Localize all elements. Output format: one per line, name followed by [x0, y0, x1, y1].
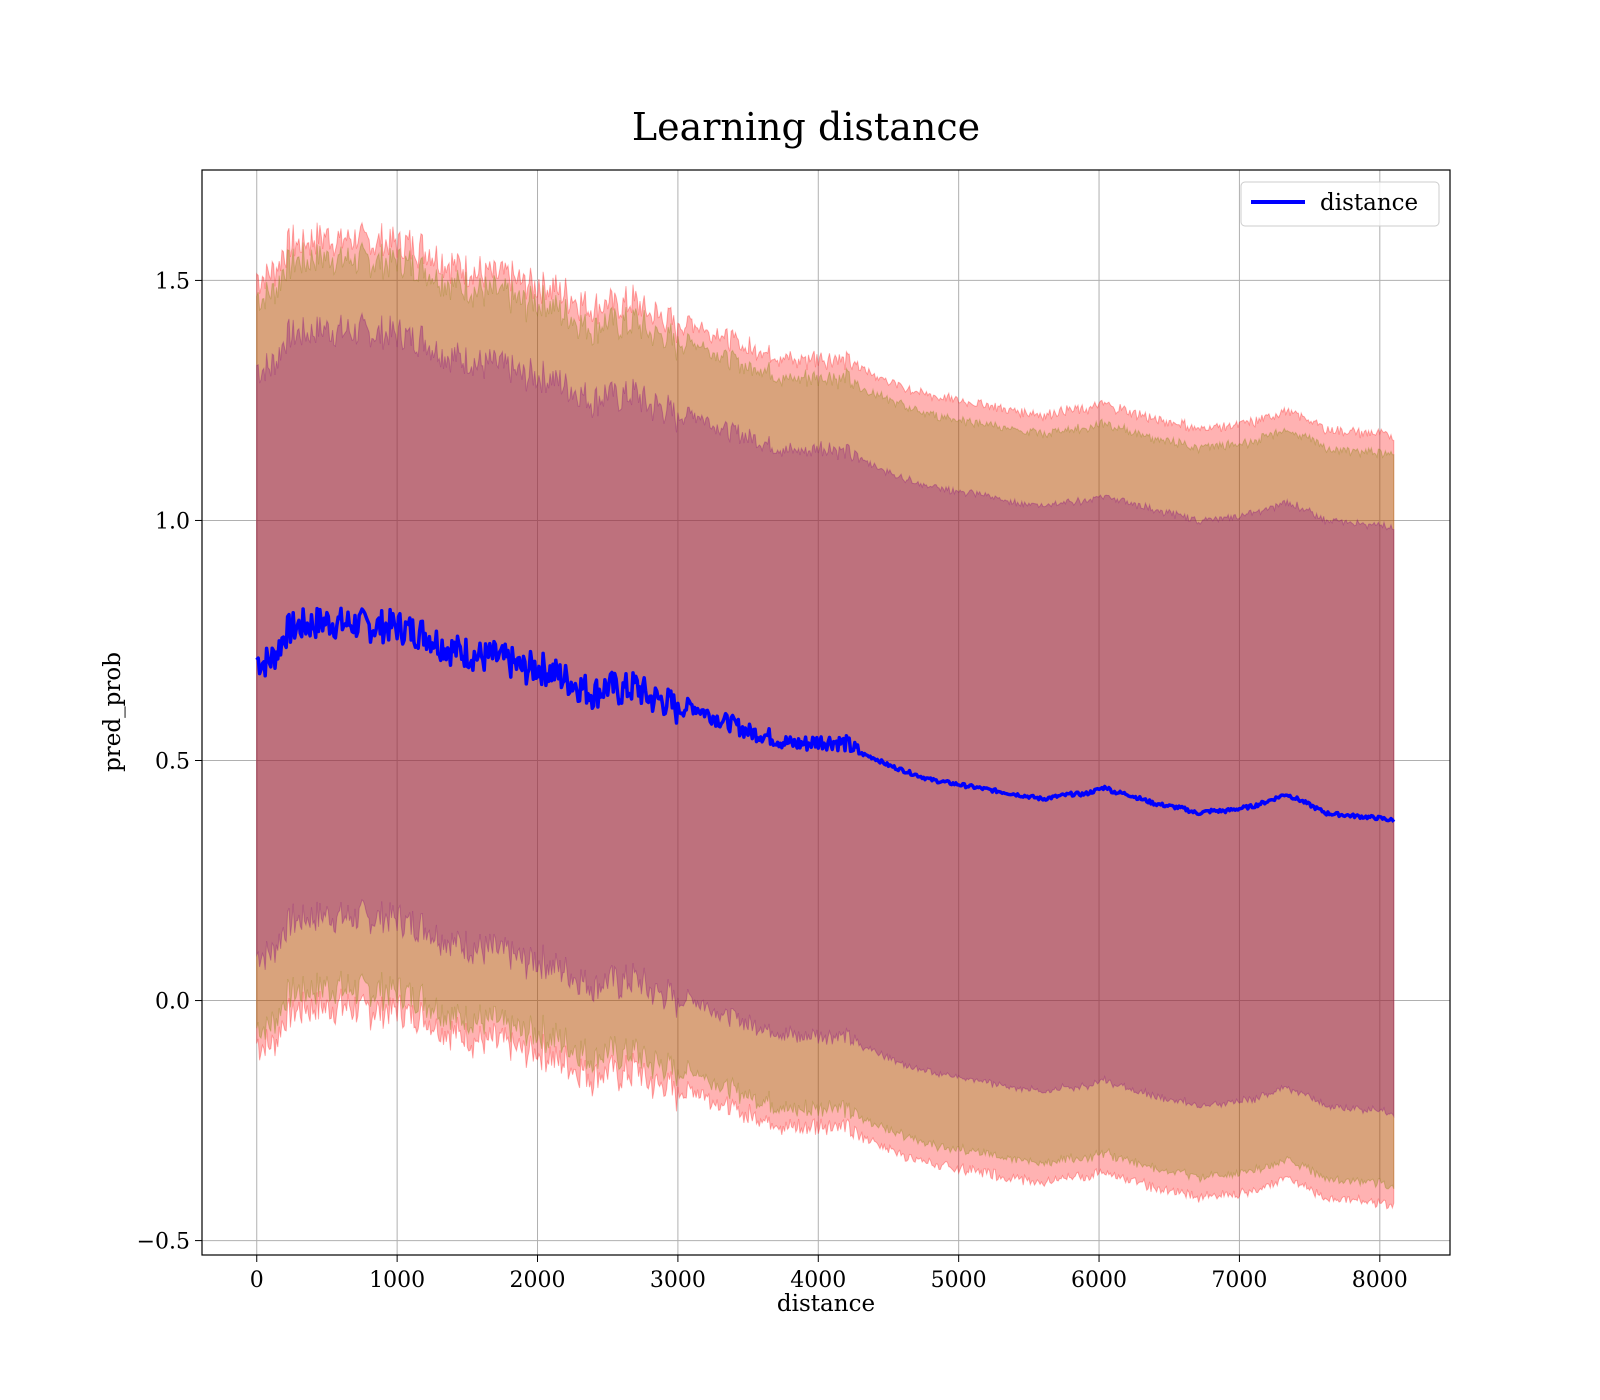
confidence-band [256, 221, 1395, 1210]
series-line-distance [255, 606, 1396, 823]
chart-title: Learning distance [632, 105, 980, 149]
x-tick-label: 0 [250, 1268, 264, 1293]
y-tick-label: 1.5 [155, 269, 190, 294]
legend: distance [1240, 181, 1440, 227]
plot-frame [201, 169, 1451, 1256]
y-axis: −0.5 0.0 0.5 1.0 1.5 [137, 269, 202, 1255]
x-tick-label: 6000 [1071, 1268, 1127, 1293]
x-axis: 0 1000 2000 3000 4000 5000 6000 7000 8000 [250, 1255, 1408, 1293]
grid-layer [202, 170, 1450, 1255]
legend-label-distance: distance [1320, 190, 1418, 216]
x-tick-label: 1000 [369, 1268, 425, 1293]
x-tick-label: 3000 [650, 1268, 706, 1293]
x-tick-label: 2000 [510, 1268, 566, 1293]
y-tick-label: −0.5 [137, 1230, 190, 1255]
band-layer [256, 221, 1395, 1210]
x-tick-label: 7000 [1211, 1268, 1267, 1293]
y-tick-label: 0.5 [155, 750, 190, 775]
legend-box [1240, 181, 1440, 227]
x-tick-label: 8000 [1352, 1268, 1408, 1293]
confidence-band [256, 241, 1395, 1190]
line-layer [255, 606, 1396, 823]
x-tick-label: 4000 [790, 1268, 846, 1293]
y-axis-label: pred_prob [100, 652, 126, 772]
x-tick-label: 5000 [931, 1268, 987, 1293]
y-tick-label: 1.0 [155, 509, 190, 534]
y-tick-label: 0.0 [155, 990, 190, 1015]
confidence-band [256, 311, 1395, 1119]
x-axis-label: distance [777, 1291, 875, 1317]
